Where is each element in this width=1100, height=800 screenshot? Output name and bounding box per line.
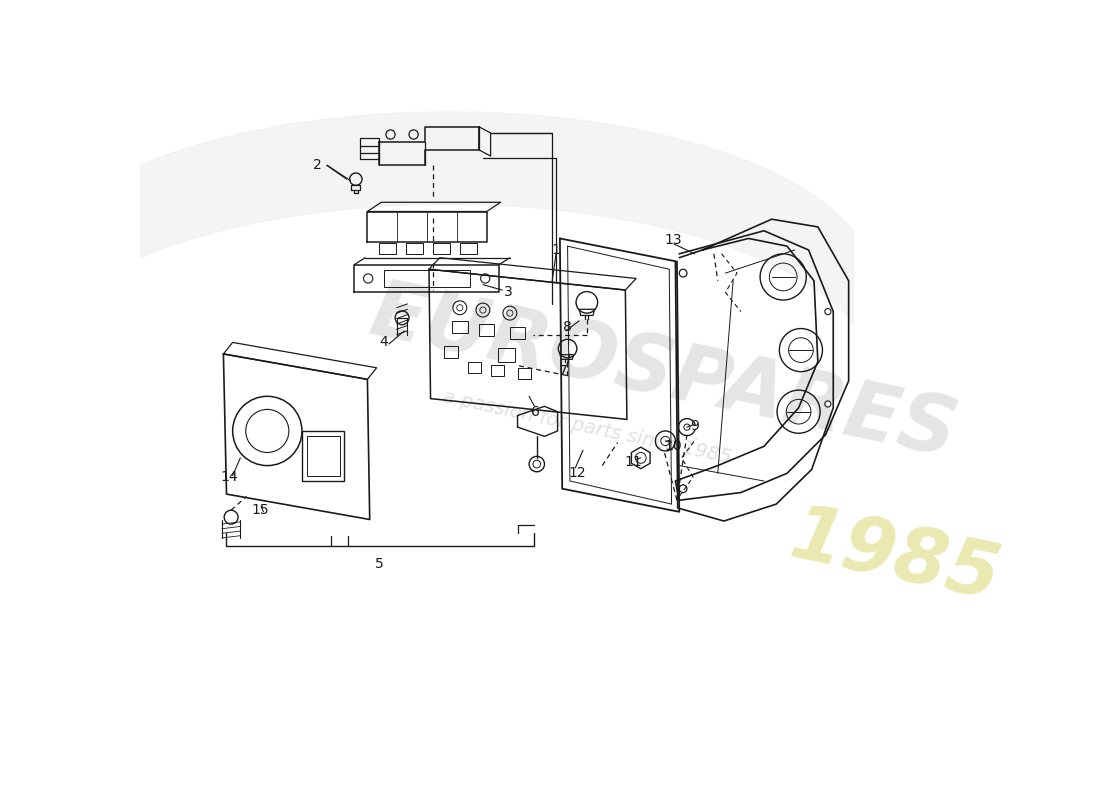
Text: a passion for parts since 1985: a passion for parts since 1985 <box>441 387 733 467</box>
Bar <box>378 243 396 254</box>
Text: 12: 12 <box>569 466 586 480</box>
Text: 2: 2 <box>314 158 321 172</box>
Bar <box>433 243 450 254</box>
Text: 8: 8 <box>563 320 572 334</box>
Text: 1985: 1985 <box>783 500 1006 616</box>
Bar <box>480 324 495 336</box>
Text: 5: 5 <box>375 557 383 571</box>
Text: 15: 15 <box>252 503 270 518</box>
Text: 4: 4 <box>379 335 388 350</box>
Bar <box>307 435 340 476</box>
Bar <box>384 270 470 287</box>
Text: 6: 6 <box>531 405 540 418</box>
Bar <box>517 368 531 379</box>
Bar <box>510 327 526 339</box>
Text: 13: 13 <box>664 233 682 247</box>
Bar <box>498 348 515 362</box>
Text: 11: 11 <box>624 454 642 469</box>
Bar <box>491 365 505 376</box>
Text: 9: 9 <box>690 418 700 433</box>
Text: 10: 10 <box>664 438 682 453</box>
Bar <box>301 431 344 481</box>
Text: 1: 1 <box>551 243 561 257</box>
Bar <box>452 321 468 333</box>
Bar <box>460 243 476 254</box>
Text: 7: 7 <box>560 364 568 378</box>
Bar <box>468 362 482 373</box>
Bar <box>444 346 459 358</box>
Text: 3: 3 <box>504 286 513 299</box>
Bar <box>406 243 422 254</box>
Text: 14: 14 <box>220 470 238 484</box>
Text: EUROSPARES: EUROSPARES <box>363 273 965 474</box>
